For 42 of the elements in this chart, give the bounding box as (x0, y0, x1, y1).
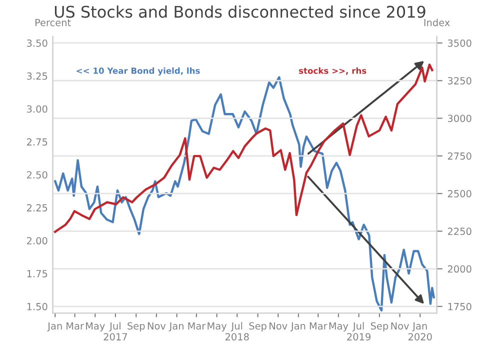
x-tick-label: Jan (47, 322, 62, 332)
y-tick-label: 3.25 (27, 72, 48, 80)
x-tick-label: Sep (249, 322, 266, 332)
x-tick-label: Jul 2018 (225, 322, 249, 340)
y-tick-label: 2.50 (27, 171, 48, 179)
line-series (54, 76, 435, 312)
x-tick-label: Nov (391, 322, 409, 330)
y2-tick-label: 1750 (448, 302, 472, 310)
x-tick-label: Jul 2017 (104, 322, 128, 340)
x-tick-label: Mar (188, 322, 206, 330)
x-tick-label: Jan (168, 322, 184, 332)
chart-title: US Stocks and Bonds disconnected since 2019 (54, 5, 426, 18)
y2-tick-label: 2250 (448, 228, 472, 236)
y2-axis-title: Index (424, 18, 450, 26)
y2-tick-label: 3250 (448, 77, 472, 84)
x-tick-label: Nov (270, 322, 288, 330)
y-tick-label: 3.00 (27, 105, 48, 113)
y2-tick-label: 3000 (448, 114, 472, 122)
y-tick-label: 1.50 (27, 302, 48, 310)
y-tick-label: 1.75 (27, 270, 48, 278)
y-tick-label: 2.00 (27, 237, 48, 244)
x-tick-label: Jul 2019 (347, 322, 370, 340)
x-tick-label: May (329, 322, 348, 332)
y-tick-label: 2.75 (27, 138, 48, 146)
x-tick-label: Sep (370, 322, 388, 332)
y-axis-title: Percent (35, 18, 71, 26)
text: stocks >>, rhs (298, 67, 366, 75)
x-tick-label: Mar (66, 322, 84, 330)
y2-tick-label: 2000 (448, 265, 472, 273)
x-tick-label: Jan (290, 322, 306, 332)
x-tick-label: May (86, 322, 105, 332)
x-tick-label: Jan 2020 (408, 322, 432, 340)
y2-tick-label: 3500 (448, 39, 472, 47)
text: << 10 Year Bond yield, lhs (76, 67, 200, 76)
x-tick-label: Sep (128, 322, 145, 332)
x-tick-label: Mar (310, 322, 328, 330)
x-tick-label: Nov (148, 322, 166, 330)
x-tick-label: May (208, 322, 227, 332)
y-tick-label: 2.25 (27, 204, 48, 212)
y2-tick-label: 2500 (448, 190, 472, 198)
y2-tick-label: 2750 (448, 152, 472, 160)
y-tick-label: 3.50 (27, 39, 48, 47)
